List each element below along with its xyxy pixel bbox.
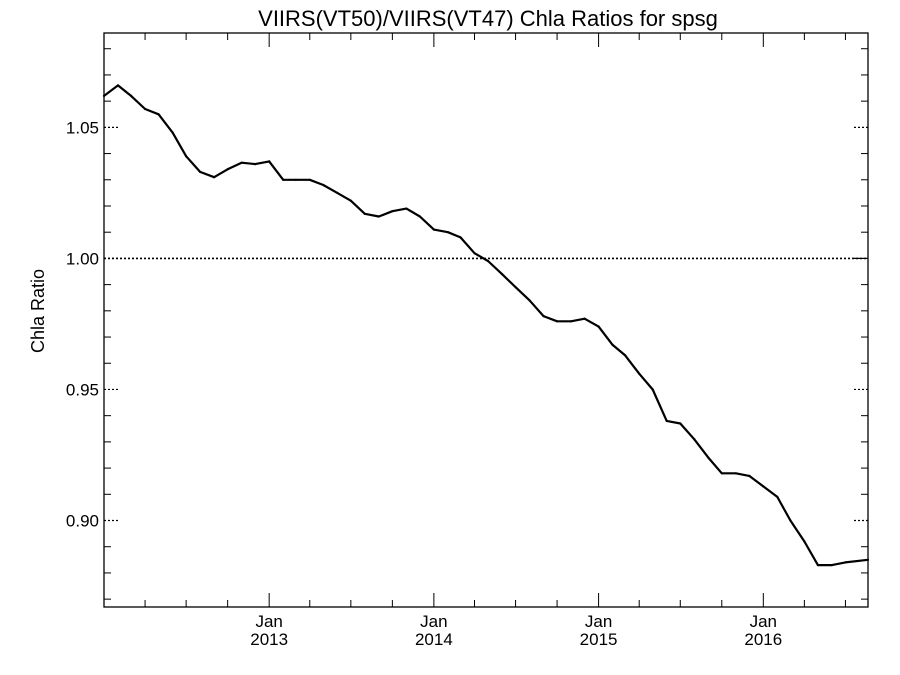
plot-frame [103,32,869,608]
y-tick-label: 1.00 [66,249,99,268]
data-point [308,178,311,181]
y-tick-label: 0.95 [66,380,99,399]
data-point [363,212,366,215]
data-point [144,107,147,111]
data-point [226,168,229,171]
data-point [583,317,586,320]
y-tick-label: 1.05 [66,118,99,137]
y-tick-label: 0.90 [66,512,99,531]
data-point [651,388,654,391]
data-point [665,419,668,422]
data-point [679,422,682,425]
data-point [500,273,504,276]
chart-title: VIIRS(VT50)/VIIRS(VT47) Chla Ratios for … [258,6,718,31]
data-point [789,519,792,522]
data-point [542,315,545,318]
data-point [830,564,834,567]
data-point [171,131,174,134]
data-point [693,438,696,441]
data-point [213,176,216,179]
data-point [803,540,806,543]
data-point [816,564,820,567]
data-point [432,228,435,231]
data-point [405,207,408,210]
data-point [776,495,779,498]
y-axis-label: Chla Ratio [28,269,48,353]
x-tick-label-year: 2016 [744,630,782,649]
data-point [268,160,271,163]
data-point [707,456,710,459]
data-point [514,286,517,289]
x-tick-label-month: Jan [420,612,447,631]
data-point [336,191,339,194]
data-point [556,320,559,323]
data-point [611,343,614,346]
data-point [638,372,641,375]
data-point [377,215,380,218]
data-point [391,210,394,213]
data-point [486,259,490,263]
data-point [528,299,531,302]
x-tick-label-month: Jan [255,612,282,631]
data-point [282,178,285,181]
data-point [734,472,737,475]
data-point [762,485,765,488]
data-point [446,231,449,234]
data-point [240,161,243,164]
data-point [624,354,627,357]
data-point [322,183,325,187]
x-tick-label-year: 2014 [415,630,453,649]
data-point [116,84,120,87]
x-tick-label-month: Jan [585,612,612,631]
series-line [103,84,869,567]
data-point [748,474,751,477]
data-point [294,178,297,181]
data-point [844,561,847,564]
x-tick-label-month: Jan [750,612,777,631]
data-point [866,558,870,561]
x-tick-label-year: 2013 [250,630,288,649]
x-tick-label-year: 2015 [580,630,618,649]
data-point [254,163,257,166]
data-point [185,155,188,158]
data-point [570,320,573,323]
data-point [349,199,352,202]
data-point [459,236,462,239]
data-point [473,252,476,255]
data-point [102,94,106,97]
data-point [157,113,160,116]
data-point [418,215,421,218]
data-point [130,94,133,97]
data-point [597,325,600,328]
data-point [199,170,202,173]
data-point [720,472,723,475]
